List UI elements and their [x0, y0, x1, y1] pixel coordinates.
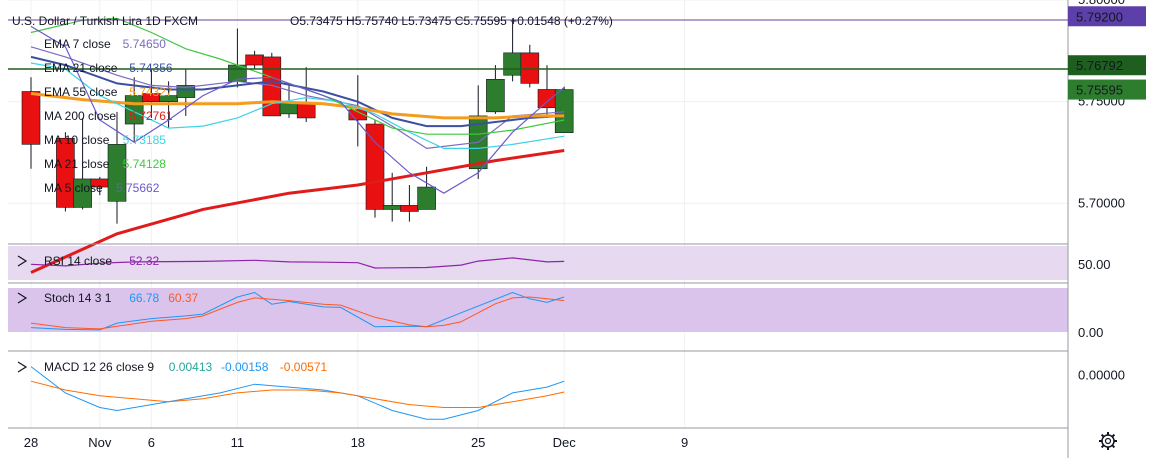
time-tick-6: Dec: [553, 435, 577, 450]
candle-body: [159, 95, 178, 102]
price-tag-bg-2: [1068, 79, 1146, 100]
rsi-line: [30, 257, 565, 269]
price-tick-2: 5.70000: [1078, 195, 1125, 210]
legend-text-1: 5.72761: [129, 109, 173, 123]
price-tick-0: 5.80000: [1078, 0, 1125, 7]
candle-body: [486, 79, 505, 113]
candle-body: [73, 178, 92, 208]
legend-row-2[interactable]: EMA 55 close 5.74327: [14, 85, 173, 99]
legend-rsi[interactable]: RSI 14 close 52.32: [14, 254, 160, 268]
legend-text-1: 5.74327: [129, 85, 173, 99]
macd-tick: 0.00000: [1078, 367, 1125, 382]
time-axis[interactable]: 28 Nov 6 11 18 25 Dec 9: [24, 435, 688, 450]
legend-text-0: MA 200 close: [44, 109, 116, 123]
legend-text-1: 5.75662: [116, 181, 160, 195]
symbol-title[interactable]: U.S. Dollar / Turkish Lira 1D FXCM: [12, 14, 198, 28]
time-tick-7: 9: [681, 435, 688, 450]
stoch-tick: 0.00: [1078, 325, 1103, 340]
time-tick-1: Nov: [88, 435, 112, 450]
candle-body: [296, 103, 316, 119]
legend-text-0: MA 21 close: [44, 157, 110, 171]
legend-text-0: EMA 55 close: [44, 85, 118, 99]
time-tick-4: 18: [351, 435, 365, 450]
rsi-tick: 50.00: [1078, 257, 1111, 272]
candle-body: [400, 205, 419, 212]
legend-text-1: 52.32: [129, 254, 159, 268]
price-tag-bg-1: [1068, 55, 1146, 76]
indicator-line-4: [30, 62, 565, 149]
time-tick-2: 6: [148, 435, 155, 450]
legend-row-3[interactable]: MA 200 close 5.72761: [14, 109, 173, 123]
legend-text-1: 5.74650: [123, 37, 167, 51]
candle-body: [520, 52, 540, 84]
candle-body: [107, 144, 127, 202]
legend-row-0[interactable]: EMA 7 close 5.74650: [14, 37, 166, 51]
ohlc-readout: O5.73475 H5.75740 L5.73475 C5.75595 +0.0…: [290, 14, 613, 28]
stoch-band: [8, 288, 1068, 332]
legend-text-0: MA 10 close: [44, 133, 110, 147]
legend-row-4[interactable]: MA 10 close 5.73185: [14, 133, 166, 147]
macd-collapse-icon[interactable]: [17, 361, 28, 373]
legend-text-2: 60.37: [168, 291, 198, 305]
legend-text-0: EMA 7 close: [44, 37, 111, 51]
legend-text-0: MA 5 close: [44, 181, 103, 195]
legend-macd[interactable]: MACD 12 26 close 9 0.00413 -0.00158 -0.0057…: [14, 360, 327, 374]
candle-body: [537, 89, 557, 109]
legend-text-1: 66.78: [129, 291, 159, 305]
time-tick-5: 25: [471, 435, 485, 450]
candle-body: [365, 123, 385, 210]
candles: [21, 18, 574, 224]
candle-body: [21, 91, 41, 145]
candle-body: [262, 56, 282, 117]
indicator-lines: [30, 17, 565, 420]
legend-row-1[interactable]: EMA 21 close 5.74356: [14, 61, 173, 75]
indicator-line-1: [30, 55, 565, 128]
indicator-line-3: [30, 149, 565, 274]
candle-body: [417, 186, 436, 210]
price-tag-1: 5.76792: [1076, 58, 1123, 73]
candle-body: [382, 205, 402, 210]
legend-text-1: 5.74356: [129, 61, 173, 75]
price-scale[interactable]: 5.800005.750005.700005.792005.767925.755…: [1068, 0, 1146, 382]
indicator-line-2: [30, 92, 565, 120]
time-tick-0: 28: [24, 435, 38, 450]
price-tag-2: 5.75595: [1076, 83, 1123, 98]
stoch-collapse-icon[interactable]: [17, 292, 28, 304]
indicator-line-6: [30, 25, 565, 194]
legend-text-0: MACD 12 26 close 9: [44, 360, 154, 374]
stoch-d-line: [30, 296, 565, 330]
candle-body: [56, 137, 75, 208]
signal-line: [30, 380, 565, 408]
candle-body: [279, 103, 299, 115]
legend-text-0: RSI 14 close: [44, 254, 112, 268]
price-tag-bg-0: [1068, 6, 1146, 27]
stoch-k-line: [30, 291, 565, 331]
settings-gear-icon[interactable]: [1099, 432, 1117, 450]
legend-row-6[interactable]: MA 5 close 5.75662: [14, 181, 160, 195]
candle-body: [503, 52, 522, 76]
legend-text-1: 0.00413: [169, 360, 213, 374]
rsi-band: [8, 246, 1068, 280]
candle-body: [176, 85, 196, 98]
legend-text-2: -0.00158: [221, 360, 269, 374]
indicator-line-0: [30, 46, 565, 150]
price-tag-0: 5.79200: [1076, 9, 1123, 24]
legend-text-3: -0.00571: [280, 360, 328, 374]
legend-text-0: Stoch 14 3 1: [44, 291, 112, 305]
legend-stoch[interactable]: Stoch 14 3 1 66.78 60.37: [14, 291, 199, 305]
legend-row-5[interactable]: MA 21 close 5.74128: [14, 157, 166, 171]
time-tick-3: 11: [231, 435, 245, 450]
candle-body: [348, 109, 368, 121]
legend-text-0: EMA 21 close: [44, 61, 118, 75]
legend-text-1: 5.74128: [123, 157, 167, 171]
candle-body: [245, 54, 264, 66]
candle-body: [554, 89, 574, 133]
legend-text-1: 5.73185: [123, 133, 167, 147]
rsi-collapse-icon[interactable]: [17, 255, 28, 267]
chart-header: U.S. Dollar / Turkish Lira 1D FXCM O5.73…: [12, 14, 613, 28]
macd-line: [30, 366, 565, 420]
